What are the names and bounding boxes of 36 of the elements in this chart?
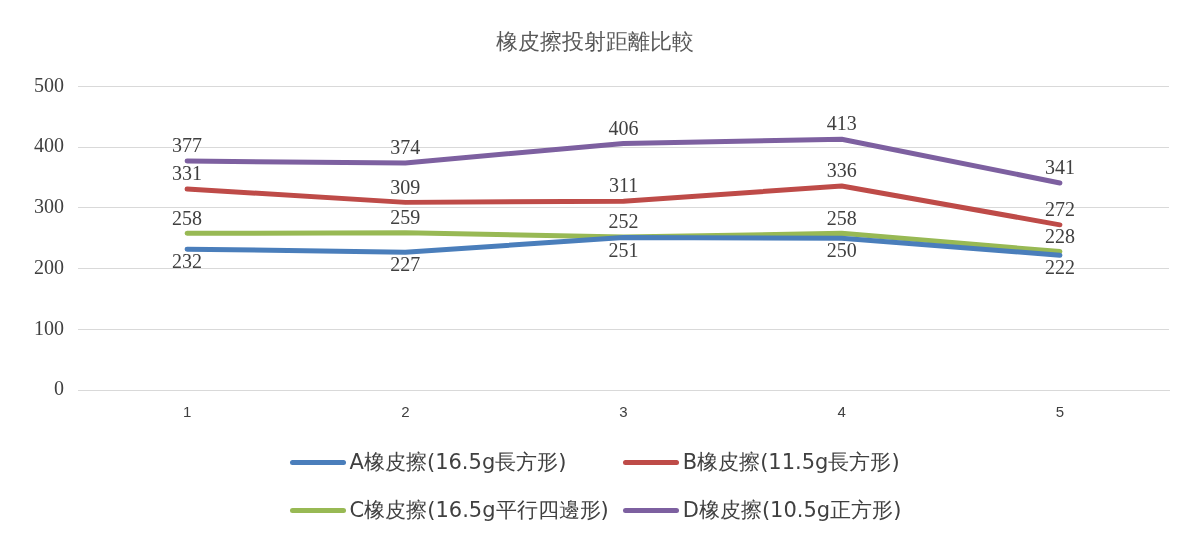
data-label: 227 (390, 253, 421, 276)
legend-label: A橡皮擦(16.5g長方形) (349, 449, 567, 476)
x-tick-label: 3 (619, 403, 628, 421)
data-label: 377 (172, 134, 203, 157)
data-label: 311 (608, 174, 639, 197)
x-tick-label: 1 (182, 403, 192, 421)
data-label: 232 (172, 250, 203, 273)
y-tick-label: 300 (34, 195, 64, 218)
data-label: 331 (172, 162, 203, 185)
y-tick-label: 0 (54, 377, 64, 400)
data-label: 336 (826, 159, 857, 182)
data-label: 309 (390, 175, 421, 198)
y-tick-label: 200 (34, 255, 64, 278)
data-label: 341 (1044, 156, 1075, 179)
data-label: 251 (608, 238, 639, 261)
x-tick-label: 2 (401, 403, 410, 421)
y-tick-label: 400 (34, 134, 64, 157)
data-label: 272 (1044, 198, 1075, 221)
y-tick-label: 500 (34, 73, 64, 96)
data-label: 413 (826, 112, 857, 135)
data-label: 374 (390, 136, 421, 159)
data-label: 252 (608, 210, 639, 233)
chart-title: 橡皮擦投射距離比較 (495, 28, 694, 54)
data-label: 259 (390, 205, 421, 228)
legend-label: B橡皮擦(11.5g長方形) (682, 449, 900, 476)
y-tick-label: 100 (34, 316, 64, 339)
data-label: 406 (608, 116, 639, 139)
data-label: 228 (1044, 224, 1075, 247)
data-label: 258 (172, 206, 203, 229)
legend-label: C橡皮擦(16.5g平行四邊形) (349, 497, 609, 524)
data-label: 250 (826, 239, 857, 262)
data-label: 222 (1044, 256, 1075, 279)
x-tick-label: 5 (1055, 403, 1065, 421)
data-label: 258 (826, 206, 857, 229)
x-tick-label: 4 (837, 403, 846, 421)
legend-label: D橡皮擦(10.5g正方形) (682, 497, 902, 524)
